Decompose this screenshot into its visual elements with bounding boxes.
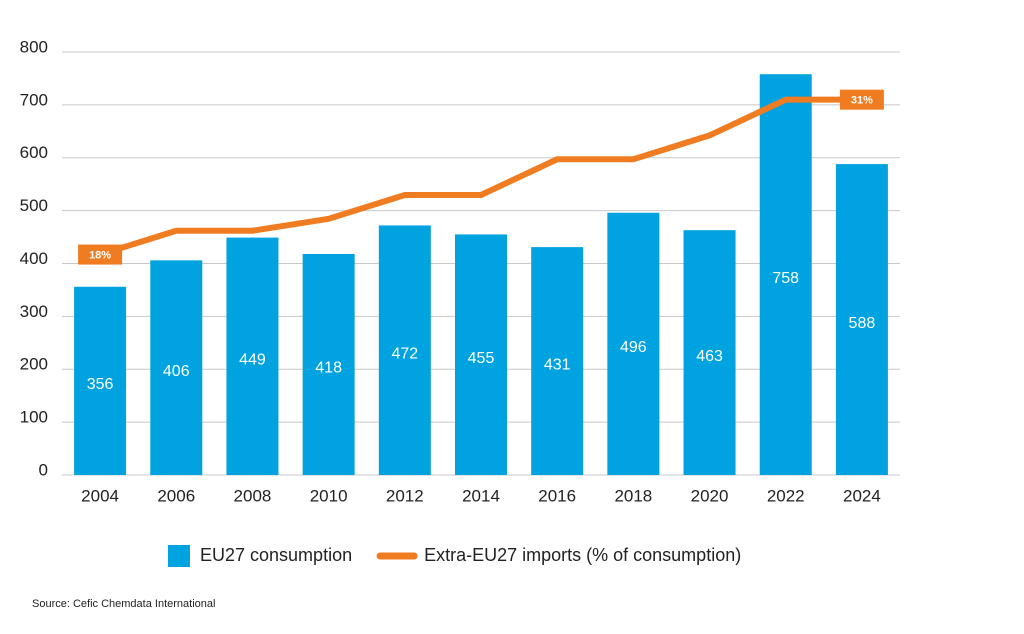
y-tick-label: 300 — [20, 302, 48, 321]
x-tick-label: 2004 — [81, 486, 119, 505]
y-tick-label: 800 — [20, 37, 48, 56]
line-label-box — [78, 244, 123, 265]
y-tick-label: 100 — [20, 408, 48, 427]
bar-label: 588 — [849, 315, 876, 332]
source-note: Source: Cefic Chemdata International — [32, 598, 215, 610]
bar — [835, 164, 888, 475]
y-tick-label: 500 — [20, 196, 48, 215]
bar — [150, 260, 203, 475]
x-tick-label: 2008 — [234, 486, 272, 505]
bar-label: 418 — [315, 360, 342, 377]
bar-label: 449 — [239, 352, 266, 369]
bar — [226, 237, 279, 475]
bar-label: 496 — [620, 339, 647, 356]
bar — [302, 253, 355, 475]
bar — [683, 230, 736, 475]
y-tick-label: 700 — [20, 90, 48, 109]
y-tick-label: 400 — [20, 249, 48, 268]
line-label: 31% — [851, 95, 873, 107]
line-label: 18% — [89, 249, 111, 261]
bar — [74, 286, 127, 475]
x-tick-label: 2010 — [310, 486, 348, 505]
x-tick-label: 2018 — [614, 486, 652, 505]
bar-label: 472 — [391, 345, 418, 362]
y-tick-label: 0 — [39, 460, 48, 479]
x-tick-label: 2020 — [691, 486, 729, 505]
bar-label: 431 — [544, 356, 571, 373]
bar-label: 406 — [163, 363, 190, 380]
bar-label: 356 — [87, 376, 114, 393]
x-tick-label: 2022 — [767, 486, 805, 505]
legend-label: Extra-EU27 imports (% of consumption) — [424, 545, 741, 565]
x-tick-label: 2016 — [538, 486, 576, 505]
y-tick-label: 600 — [20, 143, 48, 162]
bar — [531, 247, 584, 475]
bar — [455, 234, 507, 475]
bar-label: 758 — [772, 270, 799, 287]
bar-label: 463 — [696, 348, 723, 365]
bar — [607, 212, 660, 476]
bar — [759, 74, 812, 476]
bar-label: 455 — [468, 350, 495, 367]
bar — [378, 225, 431, 475]
line — [99, 96, 862, 258]
x-tick-label: 2014 — [462, 486, 500, 505]
legend-swatch — [168, 545, 190, 567]
legend-label: EU27 consumption — [200, 545, 352, 565]
x-tick-label: 2006 — [157, 486, 195, 505]
line-label-box — [839, 89, 884, 110]
x-tick-label: 2012 — [386, 486, 424, 505]
y-tick-label: 200 — [20, 355, 48, 374]
x-tick-label: 2024 — [843, 486, 881, 505]
